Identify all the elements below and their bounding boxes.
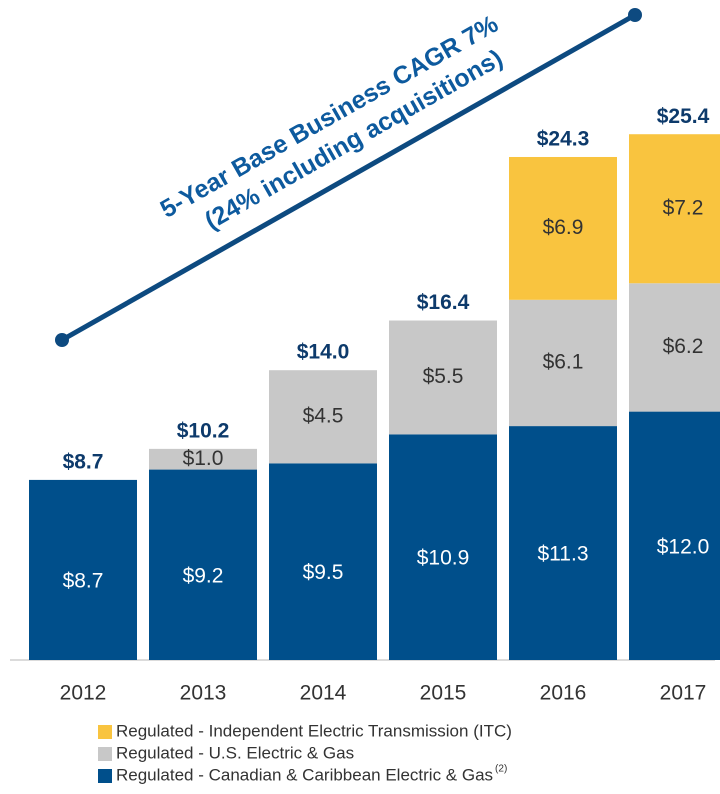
legend-label: Regulated - Canadian & Caribbean Electri…: [116, 765, 493, 784]
segment-label: $9.2: [183, 564, 224, 587]
total-label: $16.4: [417, 291, 470, 314]
bar-segment: [629, 134, 720, 284]
segment-label: $12.0: [657, 535, 710, 558]
trend-dot: [628, 8, 642, 22]
trend-dot: [55, 333, 69, 347]
bar-segment: [629, 411, 720, 660]
bar-segment: [509, 426, 617, 660]
segment-label: $6.9: [543, 216, 584, 239]
bar-segment: [389, 434, 497, 660]
segment-label: $5.5: [423, 365, 464, 388]
segment-label: $1.0: [183, 447, 224, 470]
x-tick-label: 2014: [300, 682, 347, 705]
legend-swatch: [98, 769, 112, 783]
segment-label: $6.1: [543, 351, 584, 374]
bar-segment: [389, 320, 497, 435]
total-label: $8.7: [63, 450, 104, 473]
x-tick-label: 2015: [420, 682, 467, 705]
x-tick-label: 2013: [180, 682, 227, 705]
bar-segment: [509, 299, 617, 427]
annotation: 5-Year Base Business CAGR 7% (24% includ…: [156, 10, 508, 235]
segment-label: $6.2: [663, 335, 704, 358]
x-tick-label: 2016: [540, 682, 587, 705]
bar-segment: [629, 283, 720, 412]
bar-segment: [269, 370, 377, 464]
legend-note: (2): [495, 764, 507, 775]
legend-swatch: [98, 747, 112, 761]
legend-label: Regulated - U.S. Electric & Gas: [116, 743, 354, 762]
segment-label: $4.5: [303, 404, 344, 427]
x-tick-label: 2012: [60, 682, 107, 705]
bar-segment: [149, 469, 257, 660]
segment-label: $8.7: [63, 570, 104, 593]
total-label: $24.3: [537, 128, 590, 151]
trend-line: [60, 12, 637, 343]
total-label: $25.4: [657, 105, 710, 128]
segment-label: $9.5: [303, 561, 344, 584]
bar-segment: [29, 479, 137, 660]
total-label: $10.2: [177, 419, 230, 442]
segment-label: $7.2: [663, 196, 704, 219]
bar-segment: [149, 448, 257, 470]
bar-segment: [509, 156, 617, 300]
bar-segment: [269, 463, 377, 660]
legend-swatch: [98, 725, 112, 739]
segment-label: $10.9: [417, 547, 470, 570]
annotation-line: (24% including acquisitions): [200, 44, 507, 235]
total-label: $14.0: [297, 341, 350, 364]
legend-label: Regulated - Independent Electric Transmi…: [116, 721, 512, 740]
x-tick-label: 2017: [660, 682, 707, 705]
segment-label: $11.3: [538, 543, 589, 566]
